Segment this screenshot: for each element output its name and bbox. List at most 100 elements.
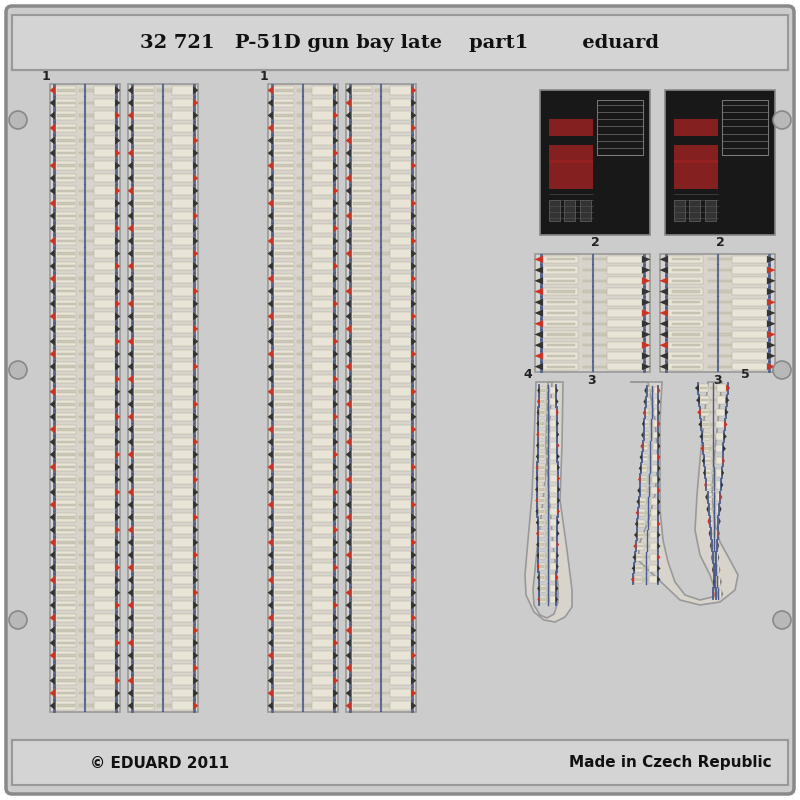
Bar: [275, 102, 293, 104]
Bar: [717, 557, 718, 559]
Bar: [172, 475, 193, 484]
Bar: [716, 469, 722, 477]
Bar: [275, 617, 293, 619]
Bar: [158, 265, 175, 267]
Polygon shape: [333, 350, 338, 358]
Bar: [57, 591, 74, 594]
Polygon shape: [333, 98, 338, 107]
Bar: [273, 702, 294, 710]
Bar: [707, 494, 712, 501]
Bar: [172, 614, 193, 622]
Polygon shape: [50, 250, 55, 258]
Bar: [651, 556, 658, 558]
Bar: [312, 262, 333, 270]
Bar: [79, 315, 97, 318]
Bar: [273, 350, 294, 358]
Bar: [273, 501, 294, 509]
Bar: [671, 334, 700, 335]
Bar: [318, 654, 336, 657]
Bar: [312, 186, 333, 195]
Polygon shape: [411, 413, 416, 421]
Bar: [538, 530, 546, 537]
Bar: [101, 315, 118, 318]
Bar: [57, 403, 74, 406]
Bar: [353, 240, 370, 242]
Bar: [135, 554, 153, 556]
Bar: [172, 387, 193, 396]
Bar: [551, 566, 556, 568]
Bar: [318, 591, 336, 594]
Bar: [546, 576, 550, 578]
Polygon shape: [534, 310, 543, 317]
Bar: [397, 227, 414, 230]
Bar: [298, 566, 315, 569]
Polygon shape: [193, 563, 198, 572]
Bar: [55, 689, 76, 698]
Bar: [538, 497, 545, 504]
Bar: [79, 478, 97, 481]
Text: 1: 1: [42, 70, 50, 82]
Bar: [543, 342, 578, 349]
Bar: [638, 522, 644, 525]
Bar: [638, 510, 645, 516]
Bar: [546, 290, 575, 293]
Bar: [671, 344, 700, 346]
Bar: [538, 519, 546, 526]
Polygon shape: [128, 689, 133, 698]
Bar: [312, 475, 333, 484]
Polygon shape: [535, 464, 538, 470]
Bar: [543, 256, 578, 263]
Bar: [390, 425, 411, 434]
Bar: [178, 265, 196, 267]
Bar: [543, 320, 578, 327]
Bar: [57, 89, 74, 91]
Bar: [375, 214, 393, 217]
Bar: [543, 363, 578, 370]
Bar: [351, 362, 372, 371]
Bar: [101, 278, 118, 280]
Polygon shape: [534, 278, 543, 284]
Bar: [101, 164, 118, 167]
Bar: [550, 398, 556, 405]
Bar: [546, 269, 575, 271]
Bar: [538, 486, 545, 493]
Bar: [351, 136, 372, 145]
Circle shape: [773, 611, 791, 629]
Bar: [312, 124, 333, 132]
Bar: [353, 491, 370, 494]
Polygon shape: [695, 385, 699, 392]
Bar: [101, 214, 118, 217]
Bar: [546, 366, 575, 368]
Bar: [55, 676, 76, 685]
Bar: [172, 651, 193, 660]
Polygon shape: [115, 514, 120, 522]
Bar: [135, 566, 153, 569]
Bar: [375, 604, 393, 606]
Bar: [318, 265, 336, 267]
Bar: [546, 390, 550, 392]
Polygon shape: [411, 237, 416, 245]
Bar: [312, 86, 333, 94]
Bar: [79, 566, 97, 569]
Bar: [172, 325, 193, 333]
Bar: [552, 488, 557, 490]
Bar: [273, 513, 294, 522]
Bar: [390, 262, 411, 270]
Polygon shape: [346, 651, 351, 659]
Polygon shape: [659, 298, 668, 306]
Polygon shape: [411, 162, 416, 170]
Bar: [540, 596, 546, 603]
Bar: [94, 626, 115, 634]
Polygon shape: [50, 626, 55, 634]
Bar: [94, 224, 115, 233]
Bar: [639, 498, 646, 505]
Polygon shape: [268, 413, 273, 421]
Bar: [650, 565, 658, 572]
Polygon shape: [411, 463, 416, 471]
Bar: [539, 434, 544, 435]
Bar: [298, 529, 315, 531]
Bar: [133, 312, 154, 321]
Polygon shape: [411, 86, 416, 94]
Bar: [708, 506, 712, 513]
Polygon shape: [115, 601, 120, 610]
